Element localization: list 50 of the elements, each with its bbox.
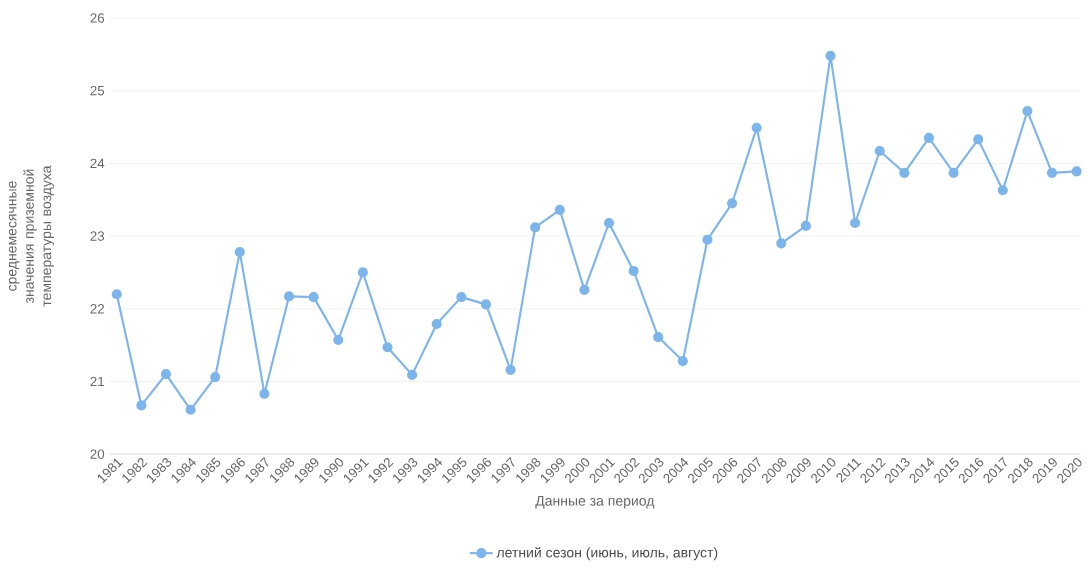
y-axis-title: среднемесячные значения приземной температуры воздуха [8, 165, 54, 307]
point [702, 234, 713, 246]
point [579, 285, 590, 296]
point [997, 185, 1008, 196]
point [407, 370, 418, 381]
point [825, 50, 836, 62]
point [283, 291, 295, 302]
point [259, 388, 270, 400]
point [308, 292, 319, 303]
y-tick-label: 25 [90, 86, 105, 96]
point [677, 356, 688, 367]
point [923, 133, 935, 144]
point [111, 289, 122, 300]
legend-label: летний сезон (июнь, июль, август) [496, 547, 718, 561]
point [160, 369, 172, 380]
point [480, 299, 492, 310]
point [874, 146, 885, 157]
point [136, 400, 147, 411]
y-tick-label: 24 [90, 158, 105, 169]
point [973, 134, 984, 145]
point [554, 205, 565, 216]
point [948, 168, 959, 179]
point [800, 221, 811, 232]
point [776, 238, 787, 249]
point [530, 222, 541, 233]
point [751, 122, 762, 134]
point [456, 292, 467, 303]
point [210, 372, 221, 383]
point [1071, 166, 1082, 177]
point [333, 335, 344, 346]
point [1022, 106, 1033, 117]
point [357, 267, 368, 278]
point [899, 168, 910, 179]
point [431, 319, 442, 330]
y-tick-label: 21 [90, 377, 105, 387]
y-tick-label: 26 [90, 13, 105, 23]
point [1046, 168, 1058, 179]
point [653, 332, 664, 343]
x-axis-title: Данные за период [535, 496, 655, 509]
point [628, 266, 639, 277]
point [234, 247, 245, 258]
y-tick-label: 22 [90, 304, 104, 314]
y-tick-label: 20 [90, 449, 105, 460]
point [726, 198, 738, 209]
point [505, 364, 516, 376]
point [382, 342, 393, 353]
point [185, 404, 196, 416]
y-tick-label: 23 [90, 231, 105, 242]
point [603, 218, 615, 229]
point [850, 218, 861, 229]
